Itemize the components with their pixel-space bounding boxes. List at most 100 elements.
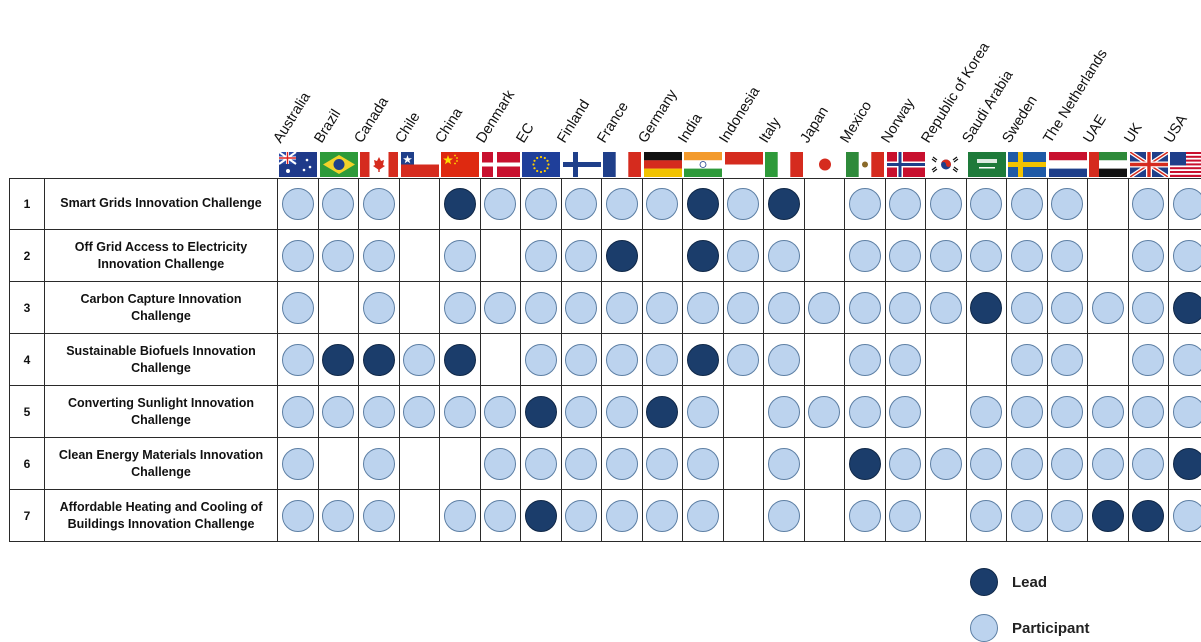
country-label-uk: UK: [1120, 120, 1146, 146]
membership-cell-canada: [359, 490, 400, 542]
participant-marker-icon: [889, 395, 922, 428]
membership-cell-australia: [278, 178, 319, 230]
participant-marker-icon: [362, 447, 395, 480]
participant-marker-icon: [524, 291, 557, 324]
membership-cell-france: [602, 282, 643, 334]
participant-marker-icon: [929, 187, 962, 220]
membership-cell-finland: [561, 438, 602, 490]
membership-cell-japan: [804, 282, 845, 334]
participant-marker-icon: [1010, 187, 1043, 220]
membership-cell-india: [683, 438, 724, 490]
participant-marker-icon: [1051, 395, 1084, 428]
participant-marker-icon: [281, 343, 314, 376]
uae-flag-icon: [1089, 152, 1127, 177]
participant-marker-icon: [484, 499, 517, 532]
lead-marker-icon: [443, 187, 476, 220]
indonesia-flag-icon: [724, 152, 763, 177]
india-flag-icon: [684, 152, 722, 177]
challenge-number: 6: [9, 438, 45, 490]
membership-cell-mexico: [845, 386, 886, 438]
participant-marker-icon: [1010, 499, 1043, 532]
lead-marker-icon: [322, 343, 355, 376]
participant-marker-icon: [362, 291, 395, 324]
participant-marker-icon: [889, 239, 922, 272]
membership-cell-norway: [885, 490, 926, 542]
membership-cell-sweden: [1007, 178, 1048, 230]
membership-cell-uae: [1088, 490, 1129, 542]
participant-marker-icon: [1132, 395, 1165, 428]
membership-cell-australia: [278, 438, 319, 490]
membership-cell-brazil: [318, 334, 359, 386]
participant-marker-icon: [1172, 343, 1201, 376]
membership-cell-the-netherlands: [1047, 386, 1088, 438]
membership-cell-usa: [1169, 334, 1201, 386]
membership-cell-canada: [359, 230, 400, 282]
participant-marker-icon: [970, 614, 998, 642]
country-label-canada: Canada: [351, 94, 392, 146]
participant-marker-icon: [767, 239, 800, 272]
participant-marker-icon: [443, 239, 476, 272]
membership-cell-republic-of-korea: [926, 178, 967, 230]
membership-cell-sweden: [1007, 438, 1048, 490]
participant-marker-icon: [281, 187, 314, 220]
country-label-mexico: Mexico: [837, 98, 876, 146]
membership-cell-ec: [521, 386, 562, 438]
membership-cell-saudi-arabia: [966, 230, 1007, 282]
membership-cell-chile: [399, 178, 440, 230]
participant-marker-icon: [565, 187, 598, 220]
membership-cell-italy: [764, 438, 805, 490]
membership-cell-mexico: [845, 282, 886, 334]
challenge-name: Clean Energy Materials Innovation Challe…: [45, 438, 278, 490]
challenge-name: Carbon Capture Innovation Challenge: [45, 282, 278, 334]
netherlands-flag-icon: [1048, 152, 1087, 177]
participant-marker-icon: [767, 343, 800, 376]
participant-marker-icon: [565, 239, 598, 272]
membership-cell-denmark: [480, 386, 521, 438]
challenge-row: 2 Off Grid Access to Electricity Innovati…: [9, 230, 1201, 282]
usa-flag-icon: [1170, 152, 1201, 177]
participant-marker-icon: [362, 239, 395, 272]
participant-marker-icon: [889, 343, 922, 376]
membership-cell-uk: [1128, 386, 1169, 438]
participant-marker-icon: [1010, 447, 1043, 480]
participant-marker-icon: [686, 447, 719, 480]
membership-cell-indonesia: [723, 490, 764, 542]
membership-cell-saudi-arabia: [966, 386, 1007, 438]
lead-marker-icon: [970, 291, 1003, 324]
participant-marker-icon: [889, 447, 922, 480]
challenge-number: 5: [9, 386, 45, 438]
participant-marker-icon: [524, 239, 557, 272]
membership-cell-uae: [1088, 282, 1129, 334]
uk-flag-icon: [1129, 152, 1168, 177]
membership-cell-ec: [521, 282, 562, 334]
legend-lead: Lead: [970, 568, 1047, 596]
participant-marker-icon: [727, 291, 760, 324]
country-label-usa: USA: [1161, 112, 1191, 146]
membership-cell-canada: [359, 386, 400, 438]
participant-marker-icon: [889, 499, 922, 532]
lead-marker-icon: [443, 343, 476, 376]
challenge-row: 1 Smart Grids Innovation Challenge: [9, 178, 1201, 230]
membership-cell-italy: [764, 490, 805, 542]
membership-cell-uae: [1088, 178, 1129, 230]
membership-cell-canada: [359, 282, 400, 334]
membership-cell-ec: [521, 178, 562, 230]
membership-cell-indonesia: [723, 438, 764, 490]
membership-cell-france: [602, 230, 643, 282]
participant-marker-icon: [605, 499, 638, 532]
membership-cell-ec: [521, 490, 562, 542]
lead-marker-icon: [970, 568, 998, 596]
table-top-border: [9, 178, 1201, 179]
participant-marker-icon: [443, 395, 476, 428]
membership-cell-sweden: [1007, 386, 1048, 438]
country-label-italy: Italy: [756, 114, 785, 146]
membership-cell-brazil: [318, 438, 359, 490]
membership-cell-saudi-arabia: [966, 334, 1007, 386]
participant-marker-icon: [646, 187, 679, 220]
membership-cell-republic-of-korea: [926, 230, 967, 282]
membership-cell-canada: [359, 438, 400, 490]
membership-cell-japan: [804, 438, 845, 490]
membership-cell-denmark: [480, 282, 521, 334]
participant-marker-icon: [524, 447, 557, 480]
participant-marker-icon: [443, 291, 476, 324]
